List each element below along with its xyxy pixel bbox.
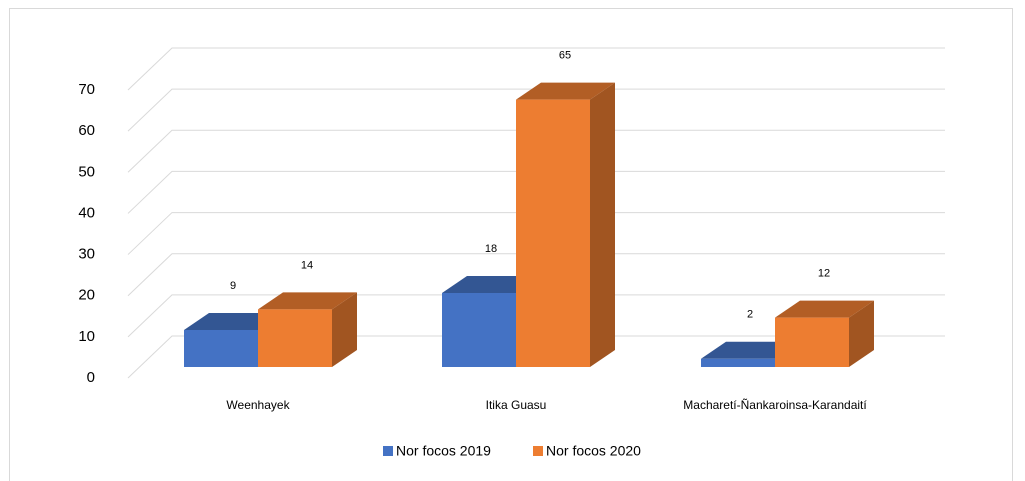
- bar-front: [442, 292, 516, 367]
- bar-side: [590, 82, 615, 368]
- bar-front: [516, 99, 590, 368]
- legend-label: Nor focos 2020: [546, 443, 641, 459]
- bar-top: [516, 82, 615, 100]
- x-tick-label: Itika Guasu: [486, 398, 547, 412]
- y-tick-label: 70: [78, 81, 95, 98]
- data-label: 12: [818, 268, 830, 280]
- y-tick-label: 30: [78, 246, 95, 263]
- y-tick-label: 20: [78, 287, 95, 304]
- bar-side: [849, 300, 874, 367]
- data-label: 18: [485, 243, 497, 255]
- grid-line: [127, 88, 945, 132]
- bar: [258, 292, 357, 367]
- bar: [775, 300, 874, 367]
- y-tick-label: 40: [78, 204, 95, 221]
- data-label: 9: [230, 280, 236, 292]
- grid-line: [127, 212, 945, 255]
- bar-front: [258, 309, 332, 367]
- bar-front: [184, 329, 258, 367]
- data-label: 65: [559, 49, 571, 61]
- grid-line: [127, 335, 945, 379]
- y-tick-label: 60: [78, 122, 95, 139]
- bar-top: [258, 292, 357, 310]
- legend-label: Nor focos 2019: [396, 443, 491, 459]
- x-tick-label: Macharetí-Ñankaroinsa-Karandaití: [683, 398, 867, 412]
- grid-line: [127, 47, 945, 91]
- y-tick-label: 10: [78, 328, 95, 345]
- data-label: 14: [301, 259, 313, 271]
- data-label: 2: [747, 309, 753, 321]
- grid-line: [127, 294, 945, 338]
- chart-border: [9, 8, 1013, 481]
- grid-line: [127, 129, 945, 173]
- bar-top: [775, 300, 874, 318]
- bar-front: [775, 317, 849, 367]
- y-tick-label: 50: [78, 163, 95, 180]
- legend-swatch: [533, 446, 543, 456]
- bar-side: [332, 292, 357, 367]
- bar-front: [701, 358, 775, 367]
- grid-line: [127, 253, 945, 297]
- grid-line: [127, 170, 945, 214]
- x-tick-label: Weenhayek: [226, 398, 290, 412]
- legend-swatch: [383, 446, 393, 456]
- bar: [516, 82, 615, 368]
- y-tick-label: 0: [87, 369, 95, 386]
